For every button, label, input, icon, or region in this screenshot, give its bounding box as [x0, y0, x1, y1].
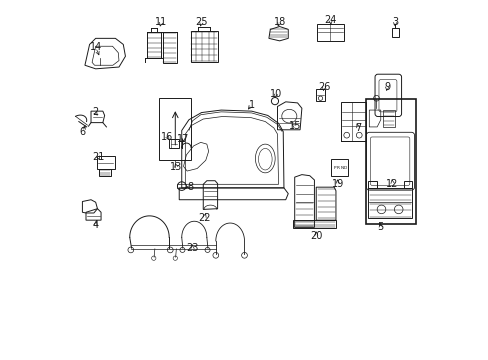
Text: 15: 15 — [288, 121, 300, 131]
Text: 20: 20 — [309, 231, 322, 240]
Text: P: P — [333, 166, 335, 170]
Text: 22: 22 — [198, 213, 210, 222]
Text: 4: 4 — [92, 220, 99, 230]
Text: 17: 17 — [177, 134, 189, 144]
Text: 7: 7 — [355, 123, 361, 133]
Text: D: D — [343, 166, 346, 170]
Text: 3: 3 — [391, 17, 397, 27]
Bar — [366, 99, 415, 224]
Text: 13: 13 — [170, 162, 182, 172]
Text: 18: 18 — [273, 17, 285, 27]
Text: 6: 6 — [79, 127, 85, 136]
Text: 1: 1 — [248, 100, 254, 110]
Text: 2: 2 — [92, 107, 98, 117]
Text: 26: 26 — [317, 82, 329, 92]
Text: 5: 5 — [377, 222, 383, 232]
Text: 21: 21 — [92, 152, 104, 162]
Text: 16: 16 — [161, 132, 173, 142]
Text: 8: 8 — [186, 182, 193, 192]
Text: R: R — [336, 166, 339, 170]
Text: 23: 23 — [186, 243, 198, 253]
Text: 9: 9 — [384, 82, 389, 92]
Text: 12: 12 — [386, 179, 398, 189]
Text: N: N — [340, 166, 343, 170]
Text: 25: 25 — [195, 17, 207, 27]
Text: 11: 11 — [155, 17, 167, 27]
Text: 24: 24 — [324, 15, 336, 26]
Text: 19: 19 — [331, 179, 343, 189]
Text: 10: 10 — [269, 89, 282, 99]
Text: 14: 14 — [89, 42, 102, 52]
